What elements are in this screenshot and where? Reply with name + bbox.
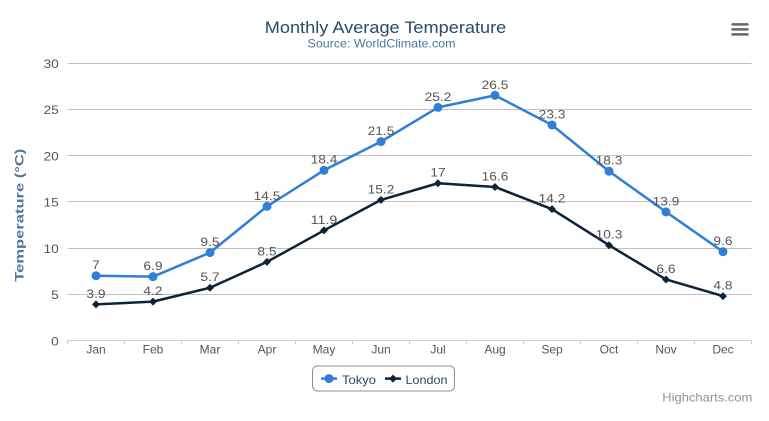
svg-text:11.9: 11.9 bbox=[311, 213, 338, 227]
svg-text:Highcharts.com: Highcharts.com bbox=[662, 390, 752, 404]
svg-text:Jul: Jul bbox=[430, 343, 445, 357]
svg-text:18.3: 18.3 bbox=[596, 154, 623, 168]
svg-text:15: 15 bbox=[44, 196, 60, 210]
svg-text:Apr: Apr bbox=[258, 343, 277, 357]
svg-text:Jan: Jan bbox=[86, 343, 105, 357]
svg-text:9.5: 9.5 bbox=[200, 235, 219, 249]
svg-text:6.9: 6.9 bbox=[143, 259, 162, 273]
svg-text:4.8: 4.8 bbox=[713, 279, 732, 293]
svg-text:25: 25 bbox=[44, 103, 60, 117]
svg-text:Oct: Oct bbox=[600, 343, 619, 357]
svg-text:Nov: Nov bbox=[655, 343, 676, 357]
svg-text:15.2: 15.2 bbox=[368, 182, 395, 196]
svg-text:21.5: 21.5 bbox=[368, 124, 395, 138]
svg-text:Temperature (°C): Temperature (°C) bbox=[13, 149, 27, 282]
svg-text:26.5: 26.5 bbox=[482, 78, 509, 92]
svg-text:4.2: 4.2 bbox=[143, 284, 162, 298]
svg-text:9.6: 9.6 bbox=[713, 234, 732, 248]
svg-text:Monthly Average Temperature: Monthly Average Temperature bbox=[265, 18, 507, 37]
svg-text:23.3: 23.3 bbox=[539, 107, 566, 121]
svg-text:17: 17 bbox=[430, 166, 446, 180]
svg-text:16.6: 16.6 bbox=[482, 169, 509, 183]
svg-text:6.6: 6.6 bbox=[656, 262, 675, 276]
svg-text:Sep: Sep bbox=[541, 343, 563, 357]
svg-text:13.9: 13.9 bbox=[653, 194, 680, 208]
svg-text:7: 7 bbox=[92, 258, 100, 272]
svg-text:5: 5 bbox=[51, 288, 59, 302]
svg-text:Dec: Dec bbox=[712, 343, 733, 357]
svg-text:5.7: 5.7 bbox=[200, 270, 219, 284]
svg-text:Aug: Aug bbox=[484, 343, 505, 357]
svg-text:10.3: 10.3 bbox=[596, 228, 623, 242]
svg-text:14.5: 14.5 bbox=[254, 189, 281, 203]
svg-text:Jun: Jun bbox=[371, 343, 390, 357]
svg-text:Mar: Mar bbox=[200, 343, 221, 357]
svg-text:0: 0 bbox=[51, 334, 59, 348]
svg-text:20: 20 bbox=[44, 149, 60, 163]
svg-text:30: 30 bbox=[44, 57, 60, 71]
svg-text:3.9: 3.9 bbox=[86, 287, 105, 301]
svg-text:14.2: 14.2 bbox=[539, 192, 566, 206]
svg-text:May: May bbox=[313, 343, 336, 357]
svg-text:25.2: 25.2 bbox=[425, 90, 452, 104]
svg-text:Feb: Feb bbox=[143, 343, 164, 357]
svg-text:Tokyo: Tokyo bbox=[342, 373, 376, 387]
svg-text:18.4: 18.4 bbox=[311, 153, 338, 167]
svg-text:Source: WorldClimate.com: Source: WorldClimate.com bbox=[308, 36, 456, 50]
svg-text:10: 10 bbox=[44, 242, 60, 256]
svg-text:8.5: 8.5 bbox=[257, 244, 276, 258]
svg-text:London: London bbox=[406, 373, 448, 387]
